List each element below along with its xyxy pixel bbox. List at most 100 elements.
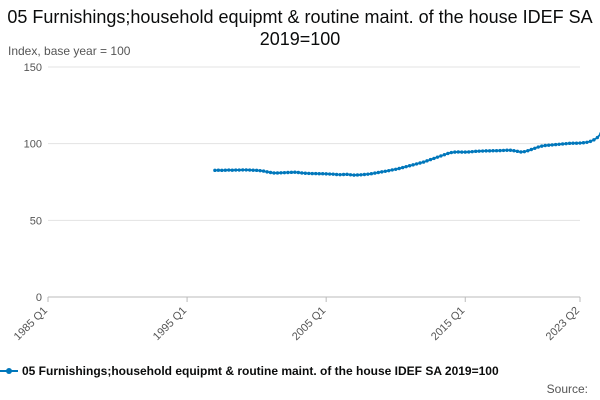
data-point[interactable] [355,173,360,177]
data-point[interactable] [512,149,516,153]
data-point[interactable] [585,140,589,144]
data-point[interactable] [251,168,255,172]
data-point[interactable] [526,149,530,153]
data-point[interactable] [588,139,593,144]
data-point[interactable] [536,145,540,149]
data-point[interactable] [220,168,224,173]
data-point[interactable] [397,166,401,171]
data-point[interactable] [352,173,356,177]
data-point[interactable] [428,157,433,162]
legend[interactable]: 05 Furnishings;household equipmt & routi… [0,364,499,378]
data-point[interactable] [296,170,301,175]
data-point[interactable] [442,153,447,157]
data-point[interactable] [498,148,502,153]
data-point[interactable] [439,154,443,158]
data-point[interactable] [574,141,579,145]
data-point[interactable] [491,149,495,153]
data-point[interactable] [400,165,405,170]
data-point[interactable] [376,170,381,175]
data-point[interactable] [484,149,488,153]
data-point[interactable] [258,168,262,173]
data-point[interactable] [320,172,325,176]
data-point[interactable] [300,171,304,175]
data-point[interactable] [279,171,283,175]
data-point[interactable] [467,150,471,154]
data-point[interactable] [247,168,252,172]
data-point[interactable] [501,148,506,153]
data-point[interactable] [550,143,554,147]
data-point[interactable] [456,150,460,154]
data-point[interactable] [571,141,575,145]
data-point[interactable] [557,142,561,146]
data-point[interactable] [425,159,429,163]
data-point[interactable] [241,168,245,172]
data-point[interactable] [383,169,387,173]
data-point[interactable] [227,168,231,172]
data-point[interactable] [380,170,384,174]
data-point[interactable] [234,168,238,172]
data-point[interactable] [533,146,537,150]
data-point[interactable] [463,150,467,154]
data-point[interactable] [348,173,353,177]
data-point[interactable] [327,172,332,176]
data-point[interactable] [265,170,269,174]
data-point[interactable] [421,160,426,164]
data-point[interactable] [460,150,464,154]
data-point[interactable] [432,156,436,161]
data-point[interactable] [404,164,408,169]
data-point[interactable] [453,150,457,154]
data-point[interactable] [411,163,415,167]
data-point[interactable] [331,172,335,176]
data-point[interactable] [272,171,276,175]
data-point[interactable] [414,162,419,166]
data-point[interactable] [540,144,544,148]
data-point[interactable] [595,135,600,140]
data-point[interactable] [394,167,398,171]
data-point[interactable] [494,149,499,153]
data-point[interactable] [435,155,440,159]
data-point[interactable] [547,143,551,147]
data-point[interactable] [261,169,266,173]
data-point[interactable] [268,170,273,175]
data-point[interactable] [293,170,297,174]
data-point[interactable] [387,168,391,173]
data-point[interactable] [480,149,485,153]
data-point[interactable] [543,143,547,148]
data-point[interactable] [369,172,374,176]
data-point[interactable] [230,168,234,172]
data-point[interactable] [282,170,287,175]
data-point[interactable] [275,171,280,175]
data-point[interactable] [213,168,217,173]
data-point[interactable] [307,171,311,176]
data-point[interactable] [362,172,367,177]
data-point[interactable] [244,168,248,172]
data-point[interactable] [578,141,582,145]
data-point[interactable] [334,172,339,177]
data-point[interactable] [567,141,572,146]
data-point[interactable] [581,141,586,145]
data-point[interactable] [345,172,349,177]
data-point[interactable] [366,172,370,176]
data-point[interactable] [373,171,377,175]
data-point[interactable] [317,172,321,176]
data-point[interactable] [407,164,412,168]
data-point[interactable] [519,150,523,154]
data-point[interactable] [508,148,513,152]
data-point[interactable] [505,148,509,152]
data-point[interactable] [324,172,328,176]
data-point[interactable] [289,170,294,175]
data-point[interactable] [359,173,363,177]
data-point[interactable] [310,171,314,176]
data-point[interactable] [341,172,346,177]
data-point[interactable] [303,171,308,175]
data-point[interactable] [449,150,454,155]
data-point[interactable] [560,142,565,146]
data-point[interactable] [564,141,568,146]
data-point[interactable] [237,168,241,172]
data-point[interactable] [223,168,228,172]
data-point[interactable] [390,168,394,172]
data-point[interactable] [338,172,342,177]
data-point[interactable] [473,149,478,154]
data-point[interactable] [529,147,534,152]
data-point[interactable] [592,138,596,142]
